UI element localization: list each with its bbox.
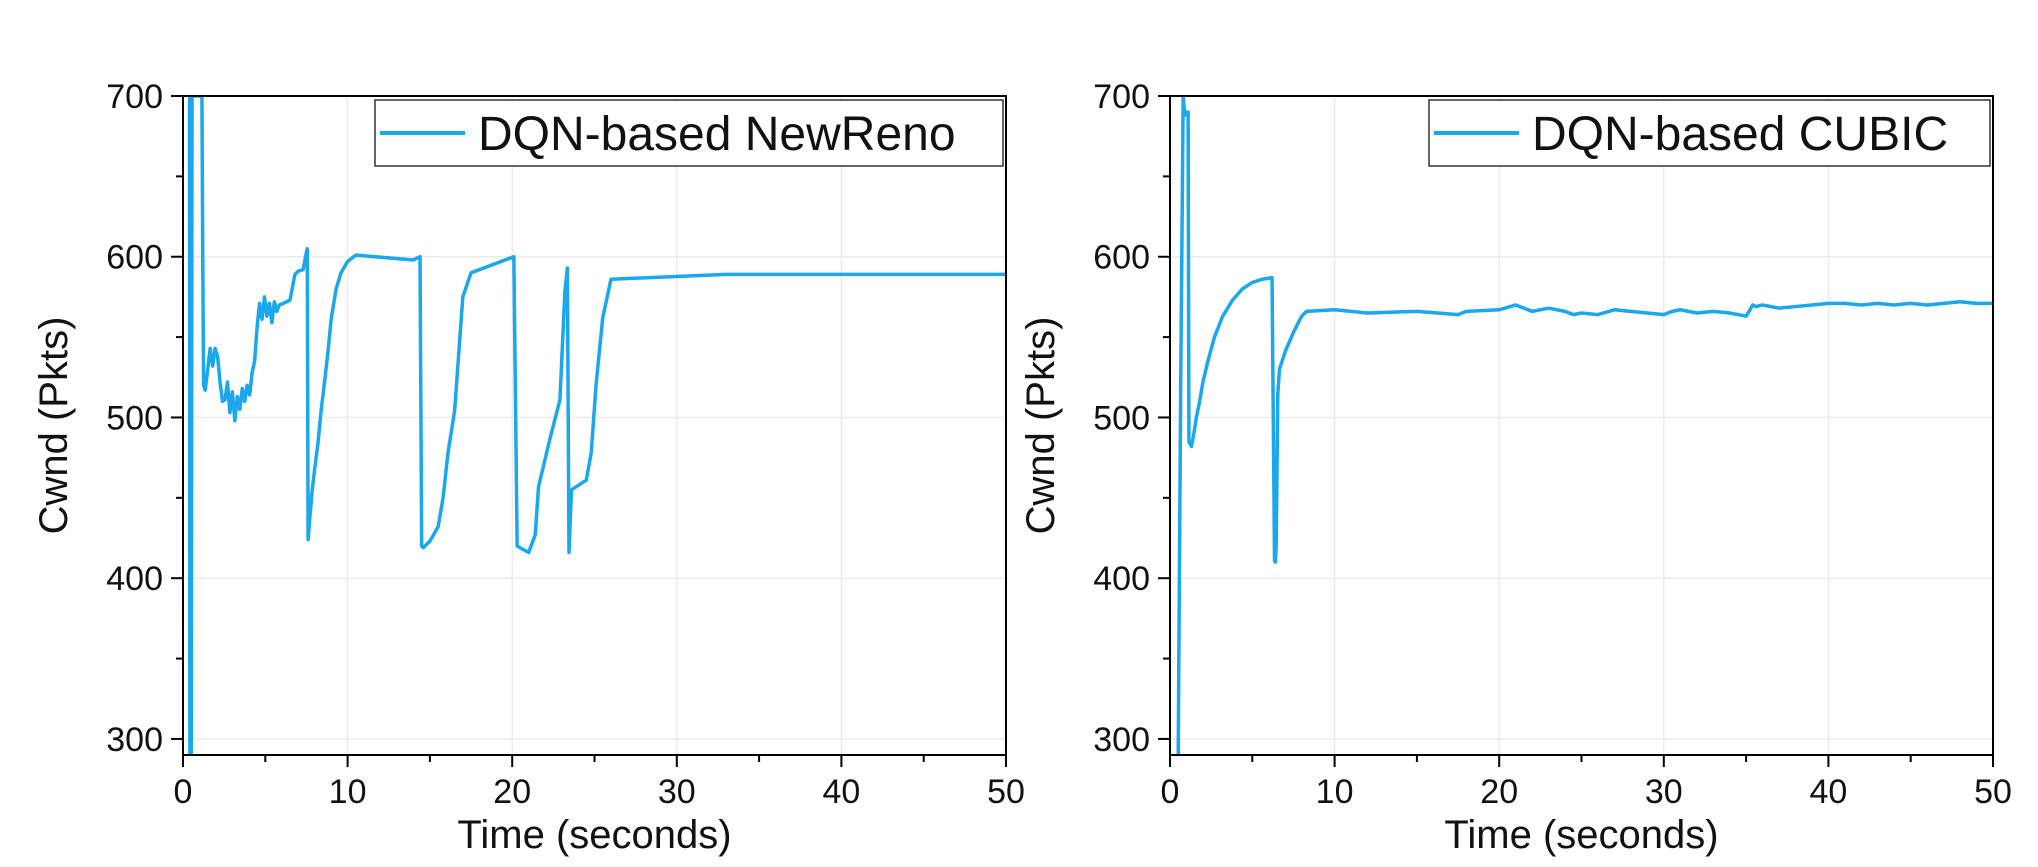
x-tick-label: 50: [987, 773, 1025, 811]
legend: DQN-based CUBIC: [1428, 99, 1991, 167]
x-tick-label: 10: [1316, 773, 1354, 811]
y-axis-title: Cwnd (Pkts): [32, 317, 76, 535]
x-tick-label: 40: [1809, 773, 1847, 811]
x-tick-label: 50: [1974, 773, 2012, 811]
x-tick-label: 0: [1161, 773, 1180, 811]
y-tick-label: 400: [106, 560, 163, 598]
y-tick-label: 600: [1093, 239, 1150, 277]
y-tick-label: 600: [106, 239, 163, 277]
x-tick-label: 20: [493, 773, 531, 811]
y-tick-label: 300: [1093, 721, 1150, 759]
y-tick-label: 700: [1093, 78, 1150, 116]
legend-label: DQN-based CUBIC: [1532, 108, 1948, 161]
y-axis-title: Cwnd (Pkts): [1019, 317, 1063, 535]
legend-box: [374, 99, 1004, 167]
y-tick-label: 400: [1093, 560, 1150, 598]
x-tick-label: 10: [329, 773, 367, 811]
legend-box: [1428, 99, 1991, 167]
legend-label: DQN-based NewReno: [478, 108, 956, 161]
y-tick-label: 500: [106, 399, 163, 437]
x-tick-label: 30: [658, 773, 696, 811]
legend: DQN-based NewReno: [374, 99, 1004, 167]
plot-frame: [1169, 95, 1994, 756]
x-axis-title: Time (seconds): [1444, 813, 1718, 857]
x-tick-label: 40: [822, 773, 860, 811]
chart-panel-cubic: 0 10 20 30 40 50 300 400 500 600 700 Time (seconds)…: [1019, 78, 2012, 857]
y-tick-label: 500: [1093, 399, 1150, 437]
y-tick-label: 700: [106, 78, 163, 116]
x-axis-title: Time (seconds): [457, 813, 731, 857]
y-tick-label: 300: [106, 721, 163, 759]
x-tick-label: 20: [1480, 773, 1518, 811]
x-tick-label: 0: [174, 773, 193, 811]
series-line: [1176, 96, 1993, 755]
series-line: [187, 96, 1006, 755]
x-tick-label: 30: [1645, 773, 1683, 811]
chart-panel-newreno: 0 10 20 30 40 50 300 400 500 600 700 Time (seconds)…: [32, 78, 1025, 857]
